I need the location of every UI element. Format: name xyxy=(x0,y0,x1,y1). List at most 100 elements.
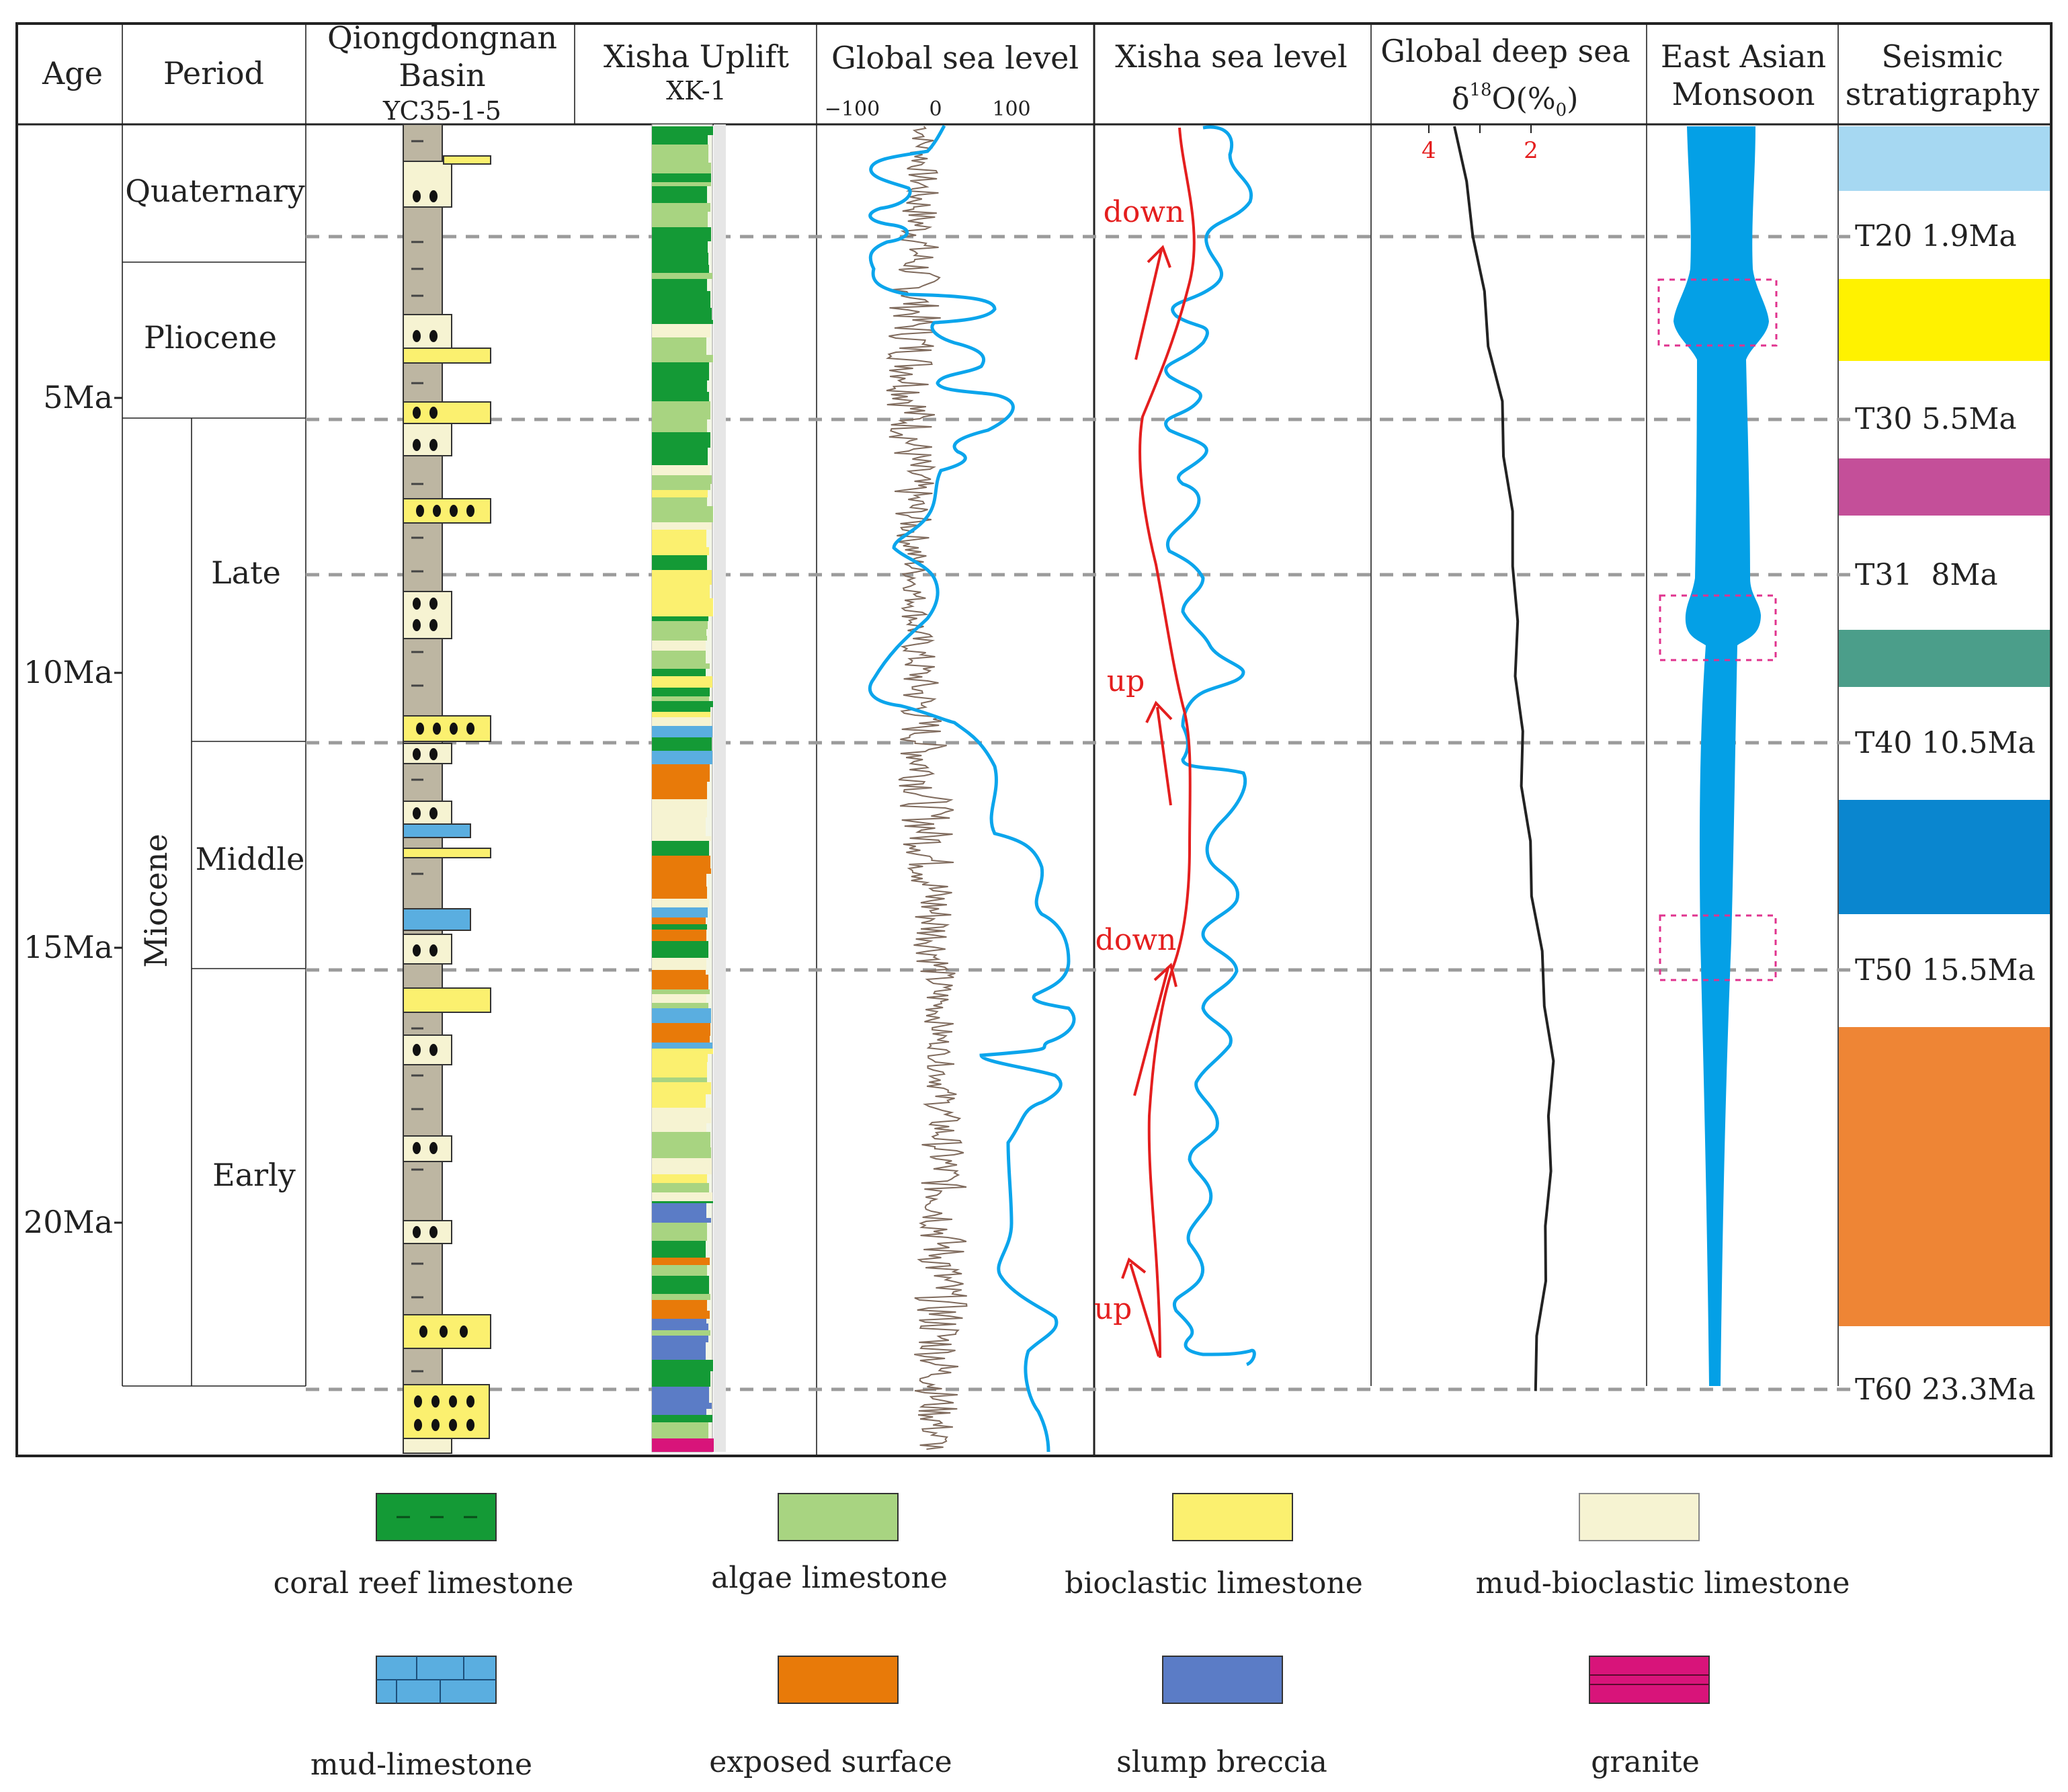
xk1-bed xyxy=(652,676,712,688)
qdn-bed-bio xyxy=(403,1384,490,1439)
qdn-bed-bio xyxy=(403,848,491,858)
seismic-panel: T20 1.9Ma T30 5.5Ma T31 8Ma T40 10.5Ma T… xyxy=(1839,126,2050,1407)
qdn-bed-mudbio xyxy=(403,801,452,826)
xk1-bed xyxy=(652,874,706,887)
xk1-bed xyxy=(652,490,708,497)
xk1-bed xyxy=(652,1415,712,1422)
xk1-bed xyxy=(652,497,707,506)
legend-item-algae: algae limestone xyxy=(711,1493,948,1595)
legend-label-coral: coral reef limestone xyxy=(274,1566,574,1600)
monsoon-panel xyxy=(1657,126,1778,1386)
xk1-bed xyxy=(652,186,707,203)
xk1-bed xyxy=(652,448,708,465)
xk1-bed xyxy=(652,401,710,419)
xk1-bed xyxy=(652,941,708,958)
age-axis: 5Ma 10Ma 15Ma 20Ma xyxy=(24,379,113,1240)
qdn-bed-mudbio xyxy=(403,743,452,764)
xk1-bed xyxy=(652,696,709,701)
xk1-bed xyxy=(652,669,706,676)
xk1-shadow xyxy=(714,124,726,1452)
xk1-bed xyxy=(652,887,707,899)
qdn-dot xyxy=(429,1142,438,1154)
period-early: Early xyxy=(212,1157,296,1193)
xk1-bed xyxy=(652,203,710,212)
period-miocene: Miocene xyxy=(138,833,174,967)
qdn-dot xyxy=(449,1395,457,1408)
legend-item-bioclastic: bioclastic limestone xyxy=(1065,1493,1363,1600)
seis-name-t20: T20 xyxy=(1855,219,1912,253)
qdn-dot xyxy=(413,619,421,631)
seis-name-t50: T50 xyxy=(1855,953,1912,987)
d18o-tick-4: 4 xyxy=(1421,137,1436,164)
xk1-bed xyxy=(652,707,710,712)
seis-label-t60: T60 23.3Ma xyxy=(1855,1373,2036,1407)
xk1-bed xyxy=(652,585,710,598)
xk1-bed xyxy=(652,1276,709,1294)
qdn-dot xyxy=(413,807,421,819)
qdn-dot xyxy=(466,1395,474,1408)
monsoon-band xyxy=(1673,126,1769,1386)
xk1-bed xyxy=(652,737,712,751)
age-ticks xyxy=(114,397,122,1224)
d18o-delta: δ xyxy=(1452,82,1470,116)
xk1-bed xyxy=(652,629,706,636)
xk1-bed xyxy=(652,1036,710,1043)
seis-label-t40: T40 10.5Ma xyxy=(1855,726,2036,760)
qdn-dot xyxy=(413,1142,421,1154)
xk1-bed xyxy=(652,924,707,930)
xk1-bed xyxy=(652,899,709,907)
qdn-bed-mudbio xyxy=(403,934,452,965)
qdn-dot xyxy=(413,439,421,451)
seis-age-t20: 1.9Ma xyxy=(1921,219,2016,253)
xk1-bed xyxy=(652,241,708,253)
seis-name-t40: T40 xyxy=(1855,726,1912,760)
xk1-bed xyxy=(652,362,709,380)
xk1-bed xyxy=(652,1008,711,1023)
xk1-bed xyxy=(652,1258,710,1265)
xk1-bed xyxy=(652,856,710,868)
xk1-bed-granite xyxy=(652,1438,726,1452)
xk1-bed xyxy=(652,1203,706,1218)
xk1-bed xyxy=(652,145,708,163)
qdn-dot xyxy=(466,723,474,735)
xsl-label-up2: up xyxy=(1094,1292,1132,1326)
qdn-dot xyxy=(413,1226,421,1238)
qdn-mud-dashes xyxy=(411,140,423,1373)
qdn-dot xyxy=(413,598,421,610)
xk1-bed xyxy=(652,1108,711,1123)
xk1-bed xyxy=(652,1218,711,1223)
qdn-dots xyxy=(413,190,474,1431)
legend-item-granite: granite xyxy=(1589,1656,1710,1779)
seis-name-t30: T30 xyxy=(1855,402,1912,436)
d18o-axis-label: δ18O(%0) xyxy=(1452,80,1578,120)
xk1-bed xyxy=(652,1003,708,1008)
xk1-bed xyxy=(652,135,708,145)
xk1-bed xyxy=(652,465,710,475)
xk1-bed xyxy=(652,1294,710,1300)
xk1-bed xyxy=(652,651,706,663)
qdn-dot xyxy=(429,619,438,631)
xk1-bed xyxy=(652,1174,707,1183)
header-qdn-well: YC35-1-5 xyxy=(382,96,501,126)
seis-name-t60: T60 xyxy=(1855,1373,1912,1407)
seis-band-t20 xyxy=(1839,126,2050,191)
age-label-5: 5Ma xyxy=(43,379,113,415)
monsoon-box-3 xyxy=(1659,914,1777,981)
qdn-dot xyxy=(429,748,438,760)
gsl-tick-100: 100 xyxy=(992,97,1030,121)
age-label-10: 10Ma xyxy=(24,654,113,690)
seis-name-t31: T31 xyxy=(1855,558,1912,592)
qdn-dot xyxy=(429,190,438,202)
seis-band-t40 xyxy=(1839,630,2050,687)
xk1-bed xyxy=(652,475,712,484)
xk1-bed xyxy=(652,337,706,355)
xk1-bed xyxy=(652,570,712,585)
qdn-dot xyxy=(413,190,421,202)
gsl-ticks: −100 0 100 xyxy=(825,97,1031,121)
xk1-bed xyxy=(652,1336,708,1342)
xk1-bed xyxy=(652,1300,707,1311)
period-late: Late xyxy=(211,555,281,591)
legend-item-mudlime: mud-limestone xyxy=(311,1656,532,1782)
xk1-bed xyxy=(652,392,709,401)
xk1-bed xyxy=(652,1342,706,1360)
